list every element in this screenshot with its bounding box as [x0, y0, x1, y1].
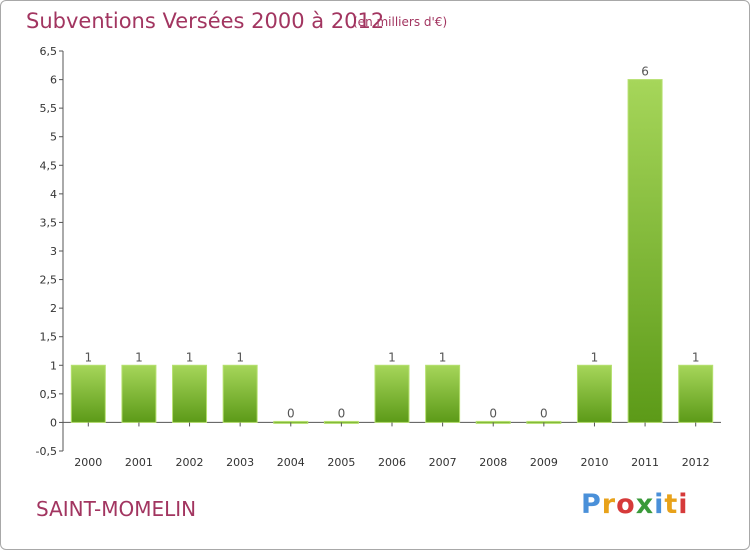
bar [222, 364, 258, 423]
bar [121, 364, 157, 423]
bar-value-label: 1 [135, 350, 143, 364]
y-tick-label: 2,5 [40, 274, 58, 287]
y-tick-label: 6 [50, 74, 57, 87]
x-tick-label: 2006 [378, 456, 406, 469]
y-tick-label: 4 [50, 188, 57, 201]
proxiti-logo[interactable]: Proxiti [581, 489, 689, 520]
x-tick-label: 2004 [277, 456, 305, 469]
bar-value-label: 1 [236, 350, 244, 364]
bar [576, 364, 612, 423]
bar-value-label: 0 [489, 406, 497, 420]
y-tick-label: 0 [50, 416, 57, 429]
y-tick-label: 1 [50, 359, 57, 372]
bar-value-label: 1 [186, 350, 194, 364]
x-tick-label: 2001 [125, 456, 153, 469]
y-tick-label: 1,5 [40, 331, 58, 344]
bar-value-label: 1 [591, 350, 599, 364]
y-tick-label: 5 [50, 131, 57, 144]
chart-unit-label: (en milliers d'€) [353, 15, 448, 29]
y-tick-label: 6,5 [40, 45, 58, 58]
bar [70, 364, 106, 423]
bar [374, 364, 410, 423]
y-tick-label: 0,5 [40, 388, 58, 401]
y-tick-label: 3 [50, 245, 57, 258]
x-tick-label: 2007 [429, 456, 457, 469]
bar-value-label: 6 [641, 65, 649, 79]
x-tick-label: 2005 [327, 456, 355, 469]
bar [627, 79, 663, 423]
x-tick-label: 2012 [682, 456, 710, 469]
x-tick-label: 2009 [530, 456, 558, 469]
bar-value-label: 1 [692, 350, 700, 364]
y-tick-label: 5,5 [40, 102, 58, 115]
y-tick-label: 2 [50, 302, 57, 315]
bar [678, 364, 714, 423]
x-tick-label: 2008 [479, 456, 507, 469]
x-tick-label: 2011 [631, 456, 659, 469]
x-tick-label: 2010 [580, 456, 608, 469]
x-tick-label: 2003 [226, 456, 254, 469]
bar [172, 364, 208, 423]
bar-value-label: 1 [439, 350, 447, 364]
chart-title: Subventions Versées 2000 à 2012 [26, 9, 385, 33]
x-tick-label: 2000 [74, 456, 102, 469]
x-tick-label: 2002 [176, 456, 204, 469]
bar-value-label: 1 [388, 350, 396, 364]
bar-value-label: 0 [540, 406, 548, 420]
bar [425, 364, 461, 423]
y-tick-label: 4,5 [40, 159, 58, 172]
bar-value-label: 0 [287, 406, 295, 420]
commune-name: SAINT-MOMELIN [36, 497, 197, 521]
y-tick-label: 3,5 [40, 216, 58, 229]
bar-value-label: 0 [338, 406, 346, 420]
y-tick-label: -0,5 [36, 445, 57, 458]
bar-value-label: 1 [84, 350, 92, 364]
